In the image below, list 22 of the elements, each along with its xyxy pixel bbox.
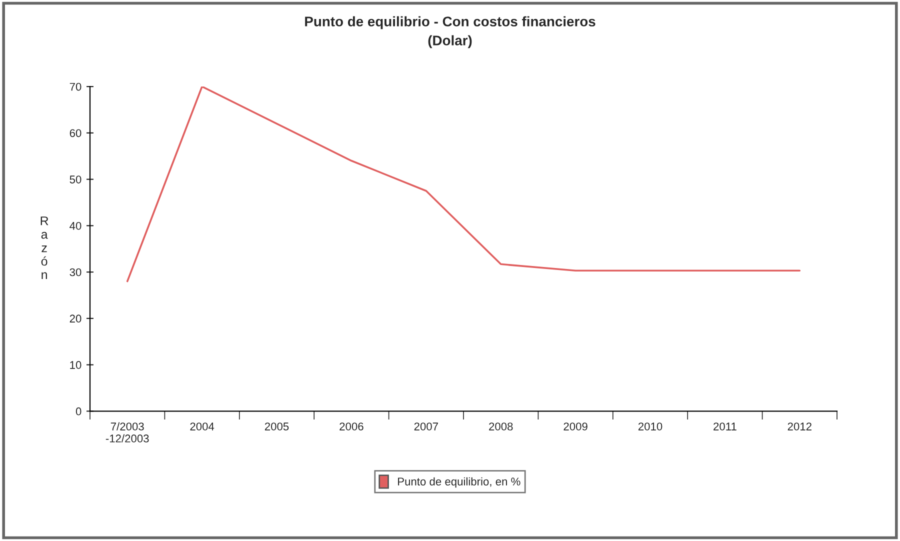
y-tick-label: 70: [70, 82, 82, 91]
y-tick-label: 20: [70, 314, 82, 323]
x-tick-label: 2009: [564, 422, 588, 430]
y-tick-label: 50: [70, 176, 82, 184]
y-axis-title: Razón: [40, 216, 48, 280]
x-tick-label: 2010: [638, 422, 662, 430]
y-tick-label: 40: [70, 222, 82, 230]
legend-label: Punto de equilibrio, en %: [398, 477, 520, 488]
y-tick-label: 0: [76, 407, 82, 416]
y-tick-label: 10: [70, 361, 82, 369]
line-series: [126, 86, 801, 282]
x-tick-label: 2011: [714, 422, 736, 430]
x-tick-label: 2007: [414, 422, 438, 430]
chart-title: Punto de equilibrio - Con costos financieros (Dolar): [305, 16, 596, 48]
x-tick-label: 2004: [190, 422, 214, 430]
x-tick-label: 2005: [264, 422, 289, 430]
y-tick-label: 30: [70, 268, 82, 276]
x-tick-label: 7/2003 -12/2003: [106, 422, 149, 442]
x-tick-label: 2008: [489, 422, 513, 430]
x-tick-label: 2006: [340, 422, 364, 430]
x-tick-label: 2012: [788, 422, 812, 430]
y-tick-label: 60: [70, 129, 82, 138]
